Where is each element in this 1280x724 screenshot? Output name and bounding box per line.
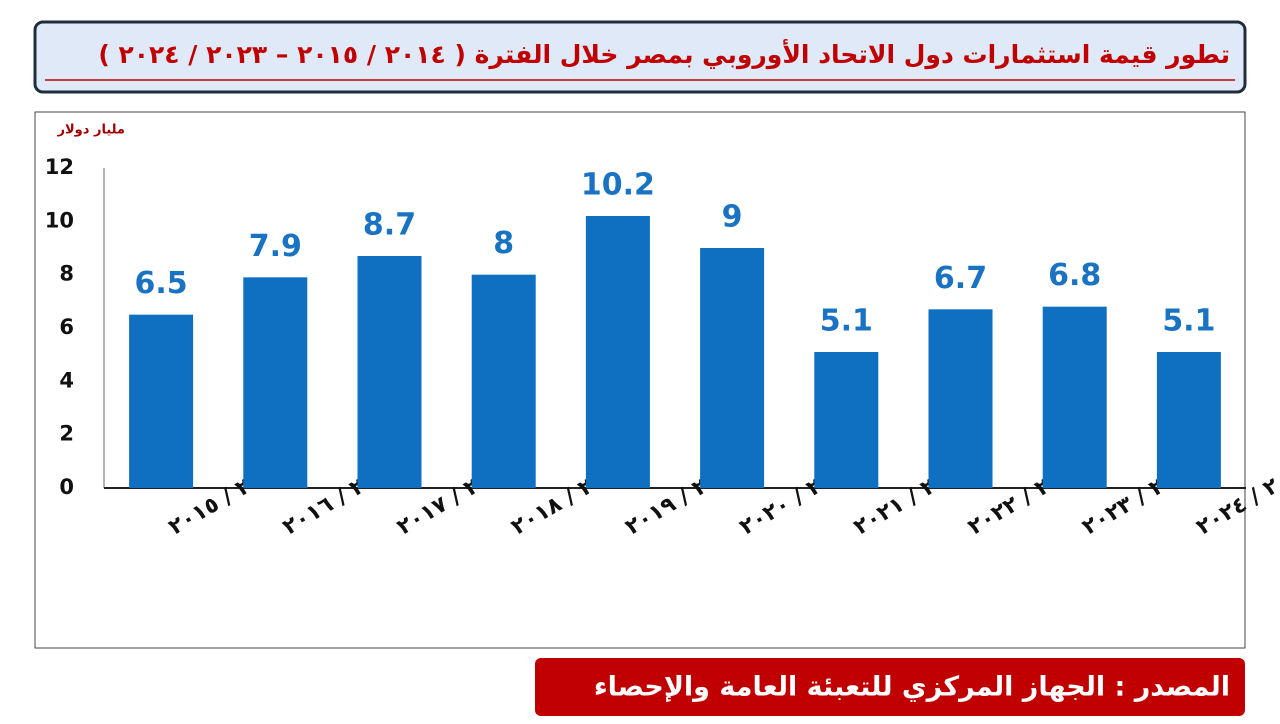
bar [700, 248, 765, 488]
y-tick-label: 8 [59, 262, 74, 286]
bar [357, 256, 422, 488]
title-box [33, 20, 1247, 94]
value-label: 5.1 [820, 304, 873, 339]
y-tick-label: 6 [59, 315, 74, 339]
bar [471, 274, 536, 488]
y-tick-label: 12 [45, 155, 74, 179]
chart-title: تطور قيمة استثمارات دول الاتحاد الأوروبي… [98, 39, 1230, 70]
source-box [535, 658, 1245, 716]
y-tick-label: 10 [45, 208, 74, 232]
value-label: 9 [722, 200, 743, 235]
value-label: 7.9 [249, 229, 302, 264]
y-tick-label: 4 [59, 368, 74, 392]
value-label: 6.5 [135, 266, 188, 301]
bar [814, 352, 879, 488]
bar [585, 216, 650, 488]
value-label: 6.8 [1048, 258, 1101, 293]
value-label: 6.7 [934, 261, 987, 296]
value-label: 10.2 [581, 168, 655, 203]
bar [243, 277, 308, 488]
value-label: 8.7 [363, 208, 416, 243]
y-axis-label: مليار دولار [57, 123, 125, 138]
bar [1156, 352, 1221, 488]
y-tick-label: 2 [59, 422, 74, 446]
y-tick-label: 0 [59, 475, 74, 499]
source: المصدر : الجهاز المركزي للتعبئة العامة و… [594, 672, 1230, 703]
bar [1042, 306, 1107, 488]
value-label: 5.1 [1162, 304, 1215, 339]
bar [928, 309, 993, 488]
bar [129, 314, 194, 488]
value-label: 8 [493, 226, 514, 261]
